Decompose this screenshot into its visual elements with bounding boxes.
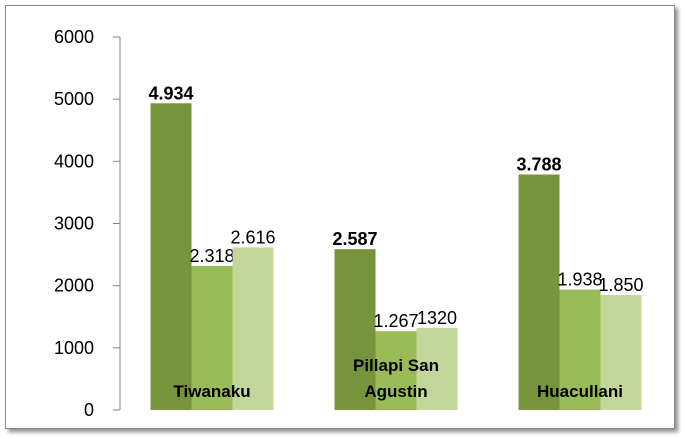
y-tick-label: 2000 xyxy=(54,276,94,296)
y-tick-label: 5000 xyxy=(54,89,94,109)
bar xyxy=(334,249,376,410)
bar xyxy=(518,174,560,410)
y-tick-label: 1000 xyxy=(54,338,94,358)
bar xyxy=(600,294,642,410)
data-label: 2.587 xyxy=(332,229,377,249)
bar xyxy=(191,265,233,410)
bar xyxy=(150,103,192,411)
data-label: 4.934 xyxy=(148,83,193,103)
data-label: 1.850 xyxy=(598,275,643,295)
y-tick-label: 6000 xyxy=(54,27,94,47)
category-label: Huacullani xyxy=(537,382,623,401)
data-label: 3.788 xyxy=(516,155,561,175)
data-label: 2.616 xyxy=(230,227,275,247)
category-label: Pillapi San Agustin xyxy=(353,356,439,401)
data-label: 1.267 xyxy=(373,311,418,331)
bar xyxy=(375,331,417,410)
bar xyxy=(232,247,274,410)
data-label: 1320 xyxy=(417,308,457,328)
data-label: 2.318 xyxy=(189,246,234,266)
category-label: Tiwanaku xyxy=(173,382,251,401)
bar xyxy=(559,289,601,410)
y-tick-label: 0 xyxy=(84,400,94,420)
y-tick-label: 3000 xyxy=(54,214,94,234)
bar xyxy=(416,327,458,410)
y-tick-label: 4000 xyxy=(54,151,94,171)
data-label: 1.938 xyxy=(557,270,602,290)
